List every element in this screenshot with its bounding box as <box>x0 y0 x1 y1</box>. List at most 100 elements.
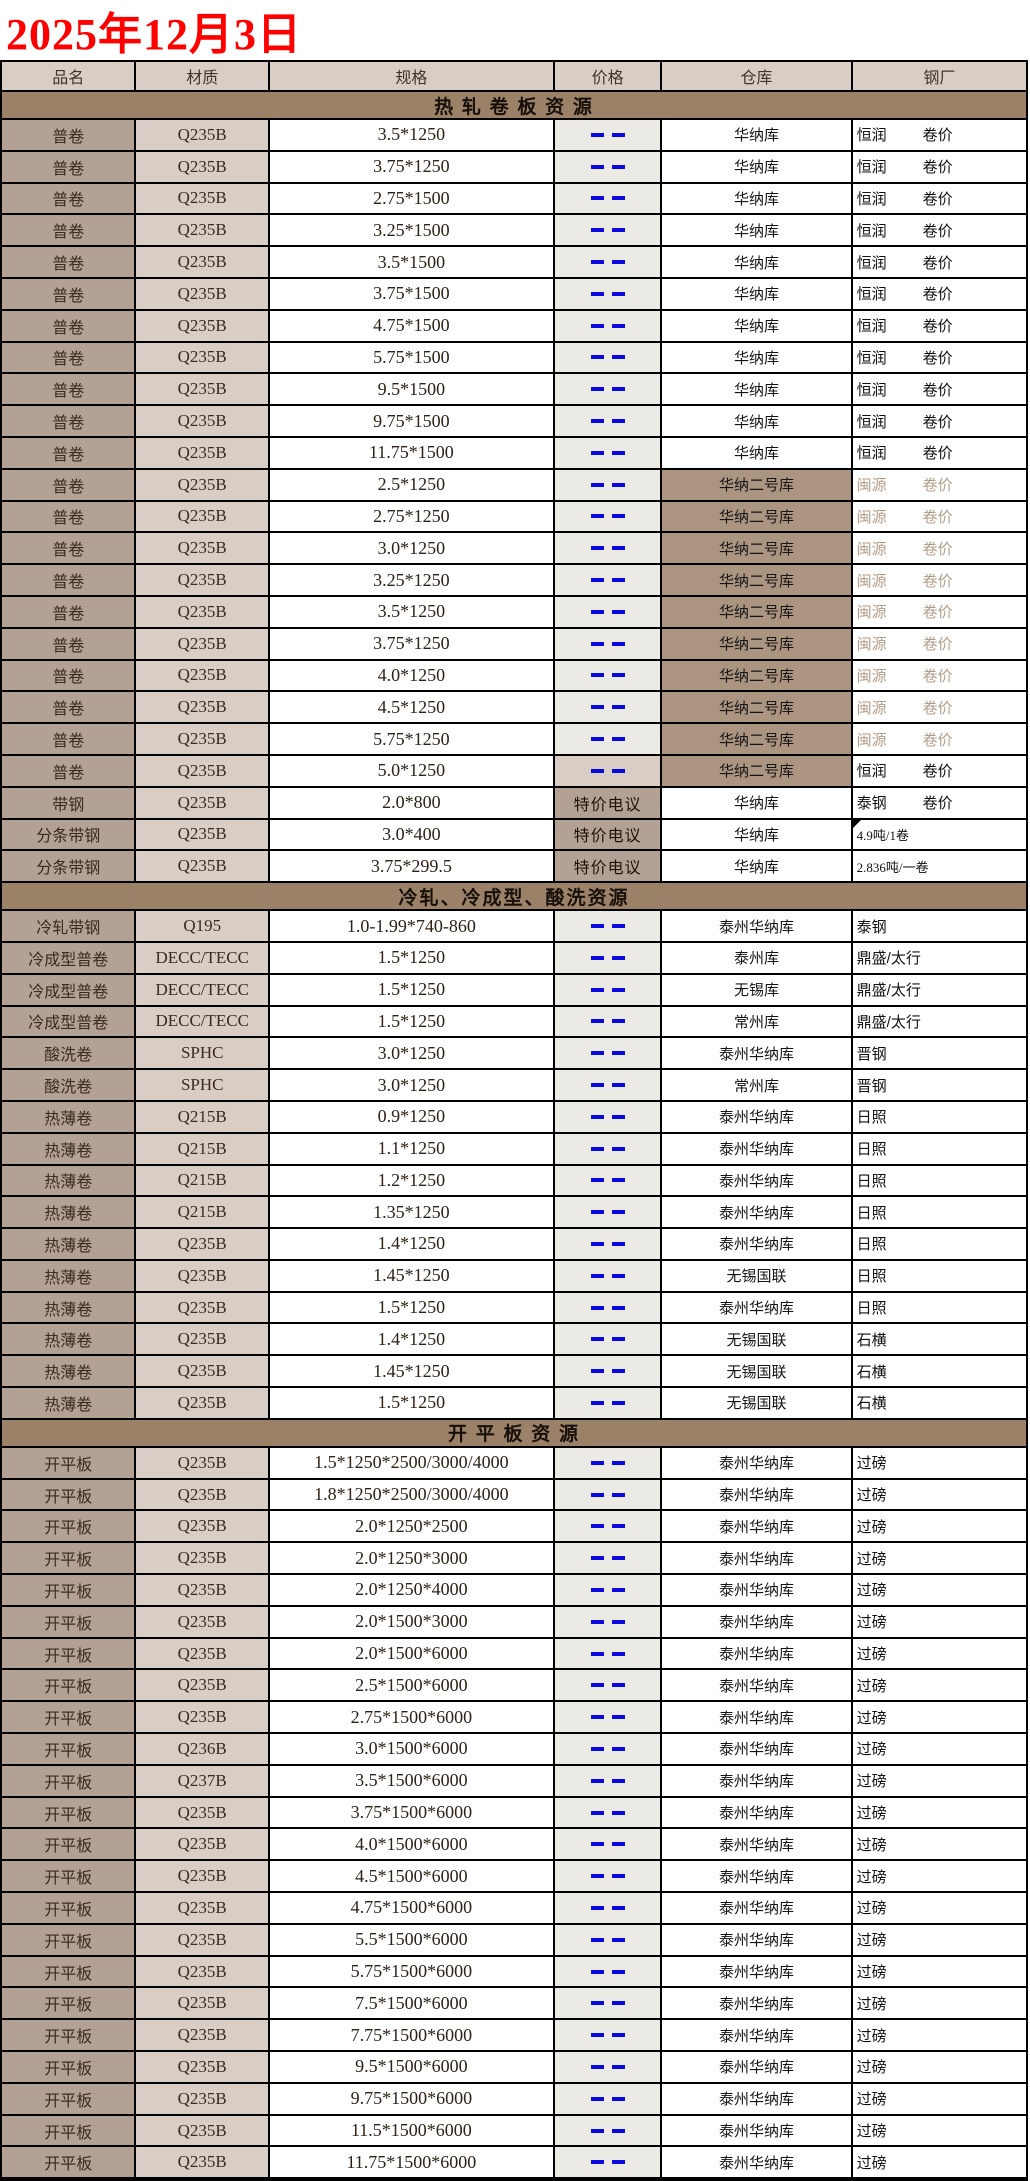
mill-name: 恒润 <box>856 159 887 177</box>
warehouse-cell: 华纳库 <box>662 151 853 182</box>
material-cell: SPHC <box>136 1038 270 1069</box>
warehouse-cell: 泰州华纳库 <box>662 2115 853 2146</box>
warehouse-cell: 泰州华纳库 <box>662 2083 853 2114</box>
spec-cell: 4.75*1500*6000 <box>269 1893 555 1923</box>
mill-name: 鼎盛/太行 <box>856 950 921 968</box>
price-cell <box>554 1356 663 1387</box>
mill-price-tag: 卷价 <box>922 381 953 399</box>
section-header: 开 平 板 资 源 <box>2 1419 1026 1448</box>
warehouse-cell: 华纳库 <box>662 787 853 818</box>
section-title: 开 平 板 资 源 <box>447 1424 580 1446</box>
spec-cell: 9.5*1500 <box>269 374 555 405</box>
warehouse-cell: 泰州华纳库 <box>662 1606 853 1637</box>
product-cell: 酸洗卷 <box>2 1038 137 1069</box>
price-dash-icon <box>590 419 625 424</box>
spec-cell: 2.0*1250*2500 <box>269 1511 555 1542</box>
material-cell: Q235B <box>136 501 270 532</box>
spec-cell: 11.75*1500 <box>269 437 555 468</box>
price-dash-icon <box>590 1524 625 1529</box>
price-dash-icon <box>590 641 625 646</box>
price-cell <box>554 501 663 532</box>
mill-name: 过磅 <box>856 1932 887 1950</box>
mill-cell: 鼎盛/太行 <box>852 942 1026 973</box>
mill-cell: 2.836吨/一卷 <box>852 851 1026 882</box>
price-cell <box>554 1165 663 1196</box>
spec-cell: 1.45*1250 <box>269 1260 555 1291</box>
mill-name: 过磅 <box>856 1964 887 1982</box>
price-dash-icon <box>590 1019 625 1024</box>
spec-cell: 3.75*1500 <box>269 278 555 309</box>
mill-cell: 恒润 卷价 <box>852 374 1026 405</box>
spec-cell: 3.0*400 <box>269 819 555 850</box>
spec-cell: 1.35*1250 <box>269 1197 555 1228</box>
product-cell: 普卷 <box>2 692 137 723</box>
price-dash-icon <box>590 1619 625 1624</box>
table-row: 开平板 Q235B 9.75*1500*6000 泰州华纳库 过磅 <box>2 2083 1026 2116</box>
price-cell <box>554 215 663 246</box>
material-cell: Q235B <box>136 1861 270 1892</box>
spec-cell: 9.5*1500*6000 <box>269 2052 555 2082</box>
price-dash-icon <box>590 1874 625 1879</box>
spec-cell: 3.0*1250 <box>269 533 555 564</box>
mill-cell: 过磅 <box>852 1670 1026 1701</box>
spec-cell: 1.5*1250 <box>269 1292 555 1323</box>
price-dash-icon <box>590 1905 625 1910</box>
material-cell: Q235B <box>136 851 270 882</box>
price-dash-icon <box>590 768 625 773</box>
mill-name: 恒润 <box>856 445 887 463</box>
mill-cell: 泰钢 <box>852 911 1026 941</box>
spec-cell: 1.5*1250 <box>269 1388 555 1418</box>
material-cell: Q235B <box>136 469 270 500</box>
table-row: 普卷 Q235B 3.5*1250 华纳二号库 闽源 卷价 <box>2 596 1026 629</box>
mill-cell: 闽源 卷价 <box>852 724 1026 754</box>
price-dash-icon <box>590 1178 625 1183</box>
material-cell: Q235B <box>136 183 270 214</box>
table-row: 酸洗卷 SPHC 3.0*1250 常州库 晋钢 <box>2 1070 1026 1102</box>
spec-cell: 9.75*1500*6000 <box>269 2083 555 2114</box>
warehouse-cell: 华纳库 <box>662 406 853 436</box>
price-dash-icon <box>590 737 625 742</box>
spec-cell: 0.9*1250 <box>269 1101 555 1132</box>
table-row: 开平板 Q235B 7.75*1500*6000 泰州华纳库 过磅 <box>2 2020 1026 2053</box>
mill-name: 过磅 <box>856 1646 887 1664</box>
product-cell: 开平板 <box>2 1956 137 1987</box>
material-cell: Q235B <box>136 120 270 150</box>
material-cell: Q235B <box>136 1797 270 1828</box>
price-cell: 特价电议 <box>554 787 663 818</box>
warehouse-cell: 华纳库 <box>662 851 853 882</box>
mill-name: 闽源 <box>856 731 887 749</box>
mill-price-tag: 卷价 <box>922 508 953 526</box>
mill-cell: 过磅 <box>852 1543 1026 1574</box>
product-cell: 开平板 <box>2 1765 137 1796</box>
price-cell <box>554 1101 663 1132</box>
table-row: 热薄卷 Q215B 1.35*1250 泰州华纳库 日照 <box>2 1197 1026 1230</box>
mill-price-tag: 卷价 <box>922 413 953 431</box>
material-cell: Q235B <box>136 374 270 405</box>
material-cell: Q235B <box>136 755 270 786</box>
mill-name: 过磅 <box>856 1805 887 1823</box>
price-cell <box>554 2115 663 2146</box>
table-row: 热薄卷 Q235B 1.45*1250 无锡国联 石横 <box>2 1356 1026 1389</box>
mill-name: 日照 <box>856 1268 887 1286</box>
product-cell: 开平板 <box>2 1638 137 1669</box>
spec-cell: 3.0*1500*6000 <box>269 1734 555 1764</box>
table-row: 冷轧带钢 Q195 1.0-1.99*740-860 泰州华纳库 泰钢 <box>2 911 1026 943</box>
product-cell: 普卷 <box>2 215 137 246</box>
product-cell: 普卷 <box>2 406 137 436</box>
section-header: 热 轧 卷 板 资 源 <box>2 92 1026 120</box>
spec-cell: 5.75*1500 <box>269 342 555 373</box>
table-row: 热薄卷 Q215B 1.2*1250 泰州华纳库 日照 <box>2 1165 1026 1198</box>
product-cell: 开平板 <box>2 1575 137 1605</box>
product-cell: 普卷 <box>2 501 137 532</box>
table-row: 开平板 Q235B 7.5*1500*6000 泰州华纳库 过磅 <box>2 1988 1026 2021</box>
mill-price-tag: 卷价 <box>922 445 953 463</box>
product-cell: 开平板 <box>2 1988 137 2019</box>
mill-cell: 过磅 <box>852 1702 1026 1733</box>
price-dash-icon <box>590 355 625 360</box>
mill-price-tag: 卷价 <box>922 190 953 208</box>
mill-name: 泰钢 <box>856 918 887 936</box>
material-cell: Q235B <box>136 724 270 754</box>
price-cell <box>554 120 663 150</box>
material-cell: Q235B <box>136 2052 270 2082</box>
product-cell: 热薄卷 <box>2 1388 137 1418</box>
